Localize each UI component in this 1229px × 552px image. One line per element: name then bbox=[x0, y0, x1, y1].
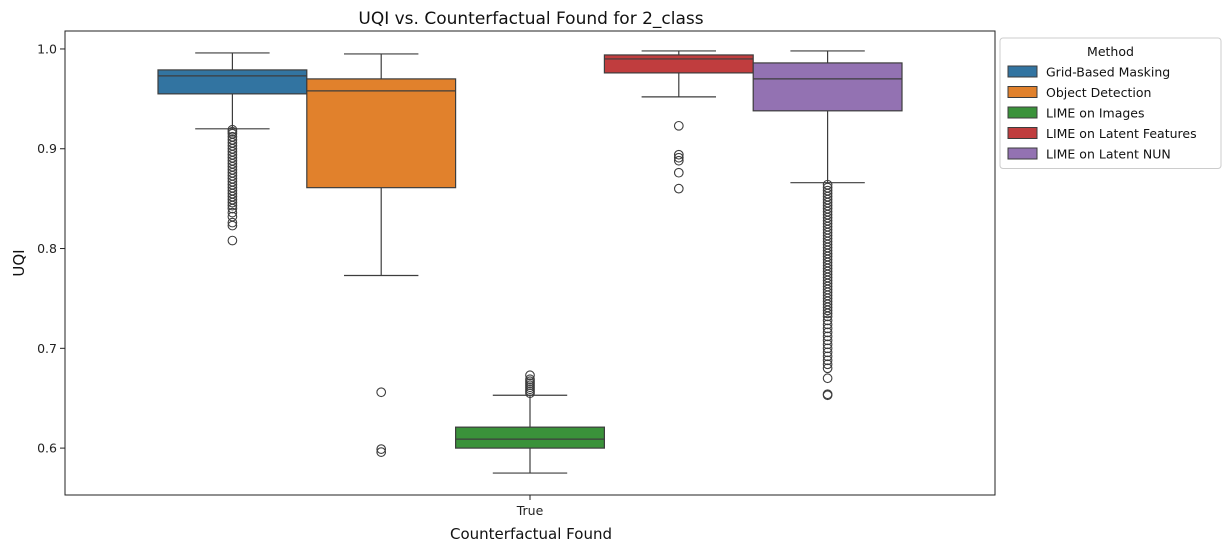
legend-swatch bbox=[1007, 127, 1038, 139]
outlier-point bbox=[822, 308, 833, 319]
y-tick-label: 1.0 bbox=[37, 41, 57, 56]
outlier-point bbox=[822, 355, 833, 366]
outlier-point bbox=[822, 347, 833, 358]
outlier-point bbox=[227, 235, 238, 246]
outlier-point bbox=[822, 359, 833, 370]
outlier-point bbox=[376, 447, 387, 457]
outlier-point bbox=[227, 200, 238, 211]
outlier-point bbox=[822, 305, 833, 316]
legend: Method Grid-Based Masking Object Detection… bbox=[999, 37, 1222, 169]
outlier-point bbox=[822, 339, 833, 350]
outlier-point bbox=[525, 374, 535, 385]
outlier-point bbox=[227, 203, 238, 214]
legend-label: LIME on Latent NUN bbox=[1046, 147, 1171, 162]
outlier-point bbox=[822, 327, 833, 338]
x-axis: True bbox=[516, 495, 544, 518]
outlier-point bbox=[227, 197, 238, 208]
box-iqr bbox=[603, 54, 754, 74]
legend-label: LIME on Images bbox=[1046, 106, 1145, 121]
outlier-point bbox=[822, 311, 833, 322]
box-iqr bbox=[752, 62, 903, 112]
x-tick-label: True bbox=[516, 503, 544, 518]
box-lime-on-latent-features bbox=[603, 50, 754, 194]
outlier-point bbox=[227, 207, 238, 218]
y-axis: 0.6 0.7 0.8 0.9 1.0 bbox=[37, 41, 65, 456]
outlier-point bbox=[673, 152, 684, 163]
x-axis-label: Counterfactual Found bbox=[450, 525, 612, 543]
box-iqr bbox=[157, 69, 308, 95]
outlier-point bbox=[822, 323, 833, 334]
box-lime-on-latent-nun bbox=[752, 50, 903, 401]
y-axis-label: UQI bbox=[10, 249, 28, 276]
box-grid-based-masking bbox=[157, 52, 308, 246]
outlier-point bbox=[673, 167, 684, 178]
outlier-point bbox=[822, 335, 833, 346]
box-object-detection bbox=[306, 53, 457, 457]
legend-swatch bbox=[1007, 147, 1038, 160]
outlier-point bbox=[822, 390, 833, 401]
box-iqr bbox=[306, 78, 457, 189]
box-iqr bbox=[455, 426, 606, 449]
box-lime-on-images bbox=[455, 370, 606, 474]
legend-swatch bbox=[1007, 106, 1038, 119]
outlier-point bbox=[673, 155, 684, 166]
y-tick-label: 0.7 bbox=[37, 341, 57, 356]
legend-frame bbox=[999, 37, 1222, 169]
outlier-point bbox=[822, 373, 833, 384]
outlier-point bbox=[525, 370, 535, 381]
outlier-point bbox=[673, 149, 684, 160]
legend-label: LIME on Latent Features bbox=[1046, 126, 1197, 141]
outlier-point bbox=[227, 217, 238, 228]
y-tick-label: 0.6 bbox=[37, 441, 57, 456]
outlier-point bbox=[822, 331, 833, 342]
outlier-point bbox=[227, 220, 238, 231]
y-tick-label: 0.9 bbox=[37, 141, 57, 156]
outlier-point bbox=[822, 319, 833, 330]
outlier-point bbox=[822, 343, 833, 354]
box-group bbox=[157, 50, 903, 474]
outlier-point bbox=[673, 183, 684, 194]
legend-swatch bbox=[1007, 65, 1038, 78]
legend-label: Object Detection bbox=[1046, 85, 1151, 100]
outlier-point bbox=[376, 444, 387, 454]
outlier-point bbox=[376, 387, 387, 398]
outlier-point bbox=[822, 363, 833, 374]
legend-label: Grid-Based Masking bbox=[1046, 65, 1170, 80]
legend-title: Method bbox=[1087, 44, 1134, 59]
outlier-point bbox=[673, 120, 684, 131]
outlier-point bbox=[822, 351, 833, 362]
y-tick-label: 0.8 bbox=[37, 241, 57, 256]
chart-title: UQI vs. Counterfactual Found for 2_class bbox=[358, 9, 703, 29]
outlier-point bbox=[822, 315, 833, 326]
legend-swatch bbox=[1007, 86, 1038, 98]
